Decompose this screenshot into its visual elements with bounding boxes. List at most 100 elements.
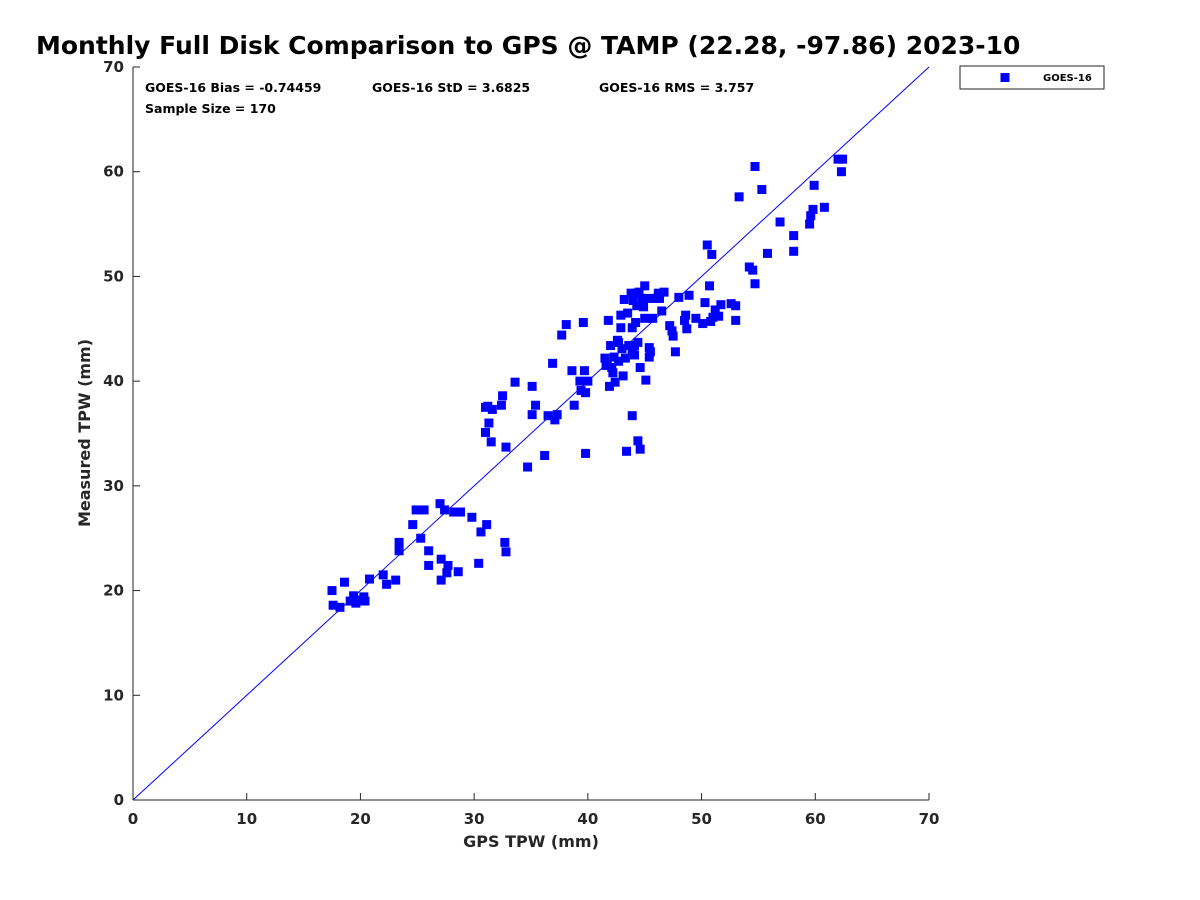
data-point (567, 366, 577, 376)
data-point (616, 310, 626, 320)
data-point (789, 246, 799, 256)
data-point (623, 308, 633, 318)
x-tick-label: 0 (128, 810, 138, 828)
y-tick-label: 0 (114, 791, 124, 809)
data-point (619, 294, 629, 304)
data-point (602, 359, 612, 369)
data-point (622, 446, 632, 456)
data-point (648, 313, 658, 323)
data-point (691, 313, 701, 323)
legend-marker-goes16 (1000, 73, 1010, 82)
data-point (608, 368, 618, 378)
data-point (394, 537, 404, 547)
data-point (627, 411, 637, 421)
data-point (620, 353, 630, 363)
std-stat: GOES-16 StD = 3.6825 (372, 80, 530, 95)
data-point (365, 574, 375, 584)
data-point (763, 248, 773, 258)
data-point (578, 318, 588, 328)
data-point (424, 546, 434, 556)
data-point (394, 546, 404, 556)
y-tick-label: 50 (103, 267, 124, 285)
data-point (668, 331, 678, 341)
x-tick-label: 60 (805, 810, 826, 828)
data-point (603, 315, 613, 325)
data-point (680, 315, 690, 325)
data-point (610, 377, 620, 387)
y-tick-label: 70 (103, 58, 124, 76)
legend-box (959, 65, 1105, 90)
x-tick-label: 70 (919, 810, 940, 828)
data-point (382, 579, 392, 589)
sample-size-stat: Sample Size = 170 (145, 101, 276, 116)
data-point (609, 352, 619, 362)
data-point (455, 507, 465, 517)
data-point (583, 376, 593, 386)
data-point (569, 400, 579, 410)
x-tick-label: 10 (236, 810, 257, 828)
data-point (523, 462, 533, 472)
data-point (731, 315, 741, 325)
data-point (700, 298, 710, 308)
data-point (345, 596, 355, 606)
data-point (548, 358, 558, 368)
data-point (416, 533, 426, 543)
data-point (340, 577, 350, 587)
data-point (657, 306, 667, 316)
data-point (633, 436, 643, 446)
y-tick-label: 30 (103, 477, 124, 495)
data-point (354, 595, 364, 605)
data-point (449, 507, 459, 517)
data-point (436, 554, 446, 564)
data-point (634, 287, 644, 297)
data-point (436, 575, 446, 585)
data-point (581, 448, 591, 458)
data-point (808, 204, 818, 214)
data-point (684, 290, 694, 300)
data-point (838, 154, 848, 164)
chart-title: Monthly Full Disk Comparison to GPS @ TA… (36, 31, 1020, 60)
y-axis-label: Measured TPW (mm) (75, 339, 94, 527)
plot-area: 0 10 20 30 40 50 60 70 0 10 20 30 40 50 60 70 (103, 58, 939, 828)
data-point (614, 356, 624, 366)
data-point (624, 341, 634, 351)
data-point (614, 337, 624, 347)
data-point (635, 363, 645, 373)
data-point (335, 602, 345, 612)
data-point (419, 505, 429, 515)
data-point (716, 300, 726, 310)
data-point (467, 512, 477, 522)
data-point (527, 381, 537, 391)
data-point (627, 323, 637, 333)
data-point (531, 400, 541, 410)
data-point (682, 324, 692, 334)
data-point (327, 586, 337, 596)
x-axis-label: GPS TPW (mm) (463, 832, 599, 851)
data-point (667, 326, 677, 336)
y-tick-label: 60 (103, 163, 124, 181)
x-tick-label: 50 (691, 810, 712, 828)
data-point (496, 400, 506, 410)
data-point (486, 437, 496, 447)
y-tick-label: 40 (103, 372, 124, 390)
legend: GOES-16 (959, 65, 1105, 90)
data-point (484, 418, 494, 428)
data-point (639, 302, 649, 312)
data-point (659, 287, 669, 297)
data-point (540, 450, 550, 460)
data-point (631, 318, 641, 328)
data-point (670, 347, 680, 357)
data-point (483, 401, 493, 411)
data-point (618, 371, 628, 381)
data-point (527, 410, 537, 420)
data-point (654, 293, 664, 303)
data-point (836, 167, 846, 177)
data-point (501, 547, 511, 557)
data-point (616, 323, 626, 333)
data-point (635, 444, 645, 454)
data-point (640, 281, 650, 291)
data-point (806, 211, 816, 221)
data-point (707, 249, 717, 259)
data-point (600, 353, 610, 363)
